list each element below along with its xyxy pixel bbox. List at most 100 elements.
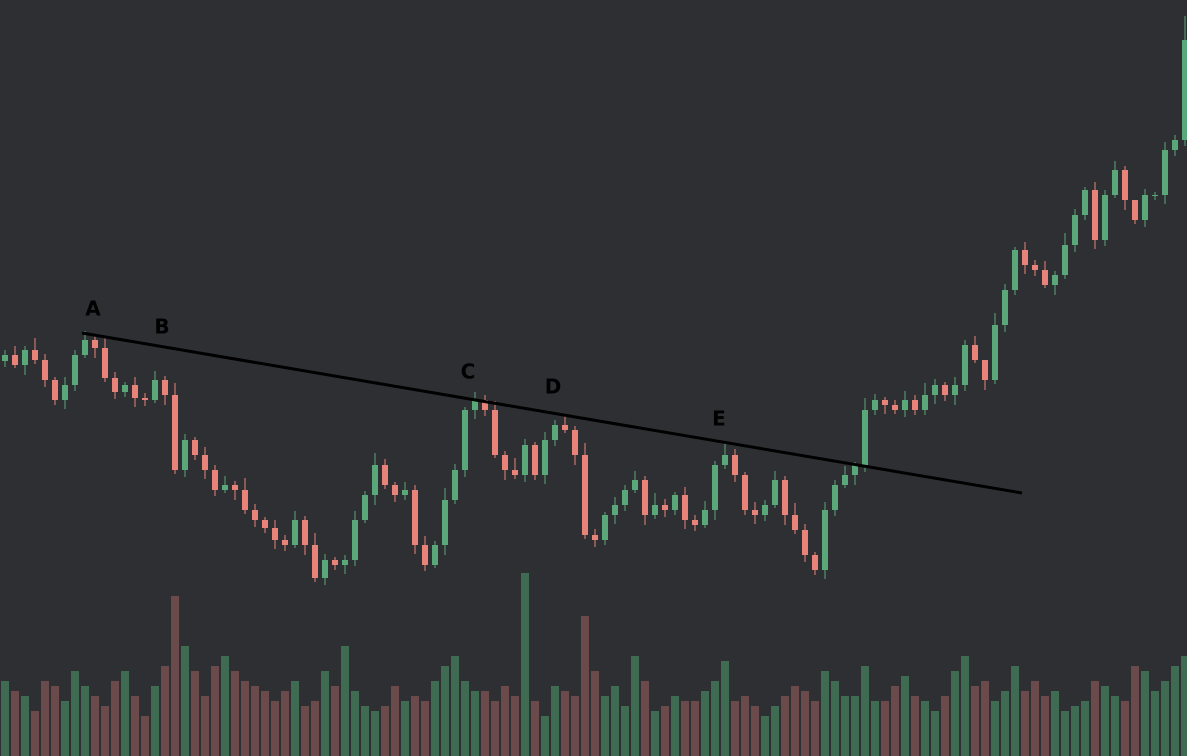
candle-body <box>902 400 908 410</box>
volume-bar <box>431 681 439 756</box>
volume-bar <box>851 696 859 756</box>
volume-bar <box>291 681 299 756</box>
candle-body <box>1032 265 1038 270</box>
candle-body <box>862 410 868 465</box>
volume-bar <box>881 701 889 756</box>
volume-bar <box>191 671 199 756</box>
candle-body <box>382 465 388 485</box>
candle-body <box>812 555 818 570</box>
volume-bar <box>171 596 179 756</box>
volume-bar <box>61 701 69 756</box>
candle-body <box>602 515 608 540</box>
volume-bar <box>91 696 99 756</box>
volume-bar <box>671 696 679 756</box>
candle-body <box>652 505 658 515</box>
candle-body <box>412 490 418 545</box>
candle-body <box>692 520 698 525</box>
candle-body <box>192 440 198 455</box>
volume-bar <box>541 716 549 756</box>
candle-body <box>222 485 228 490</box>
volume-bar <box>251 686 259 756</box>
volume-bar <box>71 671 79 756</box>
volume-bar <box>241 681 249 756</box>
candle-body <box>22 350 28 365</box>
volume-bar <box>81 686 89 756</box>
volume-bar <box>391 686 399 756</box>
volume-bar <box>811 701 819 756</box>
volume-bar <box>411 696 419 756</box>
volume-bar <box>51 686 59 756</box>
candle-body <box>1062 245 1068 275</box>
candle-body <box>702 510 708 525</box>
volume-bar <box>1181 656 1187 756</box>
candle-body <box>162 380 168 395</box>
candle-body <box>562 425 568 430</box>
candle-body <box>852 465 858 475</box>
candle-body <box>1122 170 1128 200</box>
volume-bar <box>561 691 569 756</box>
annotation-label: C <box>461 360 476 384</box>
volume-bar <box>931 711 939 756</box>
candle-body <box>182 440 188 470</box>
volume-bar <box>441 666 449 756</box>
candle-body <box>1182 40 1187 140</box>
volume-bar <box>211 666 219 756</box>
volume-bar <box>611 686 619 756</box>
volume-bar <box>641 681 649 756</box>
volume-bar <box>341 646 349 756</box>
candle-body <box>212 470 218 490</box>
volume-bar <box>301 706 309 756</box>
volume-bar <box>651 711 659 756</box>
volume-bar <box>701 691 709 756</box>
candle-body <box>552 425 558 440</box>
volume-bar <box>921 701 929 756</box>
volume-bar <box>1111 696 1119 756</box>
candle-body <box>532 445 538 475</box>
candle-body <box>142 398 148 400</box>
annotation-label: A <box>85 297 101 321</box>
candle-body <box>152 380 158 400</box>
candle-body <box>1172 140 1178 150</box>
volume-bar <box>381 706 389 756</box>
trendline <box>81 331 1023 495</box>
volume-bar <box>581 616 589 756</box>
volume-bar <box>21 696 29 756</box>
volume-bar <box>731 701 739 756</box>
candle-body <box>262 520 268 528</box>
volume-bar <box>111 681 119 756</box>
candle-body <box>122 385 128 392</box>
volume-bar <box>321 671 329 756</box>
candle-body <box>102 348 108 378</box>
volume-bar <box>841 696 849 756</box>
volume-bar <box>961 656 969 756</box>
candle-body <box>822 510 828 570</box>
candle-body <box>302 520 308 545</box>
candle-body <box>252 510 258 520</box>
volume-bar <box>281 691 289 756</box>
candle-body <box>312 545 318 578</box>
candle-body <box>442 500 448 545</box>
volume-bar <box>1081 701 1089 756</box>
volume-bar <box>1091 681 1099 756</box>
volume-bar <box>261 691 269 756</box>
candle-body <box>732 455 738 475</box>
volume-bar <box>491 701 499 756</box>
candle-body <box>1102 195 1108 240</box>
candle-body <box>112 378 118 392</box>
candle-body <box>642 480 648 515</box>
volume-bar <box>1101 686 1109 756</box>
candle-body <box>842 475 848 485</box>
volume-bar <box>871 701 879 756</box>
volume-bar <box>551 686 559 756</box>
candle-body <box>1042 270 1048 285</box>
candle-body <box>622 490 628 505</box>
candle-body <box>782 480 788 515</box>
candle-body <box>52 380 58 400</box>
volume-bar <box>661 706 669 756</box>
volume-bar <box>631 656 639 756</box>
candle-body <box>202 455 208 470</box>
volume-bar <box>231 671 239 756</box>
candle-body <box>742 475 748 510</box>
volume-bar <box>801 691 809 756</box>
